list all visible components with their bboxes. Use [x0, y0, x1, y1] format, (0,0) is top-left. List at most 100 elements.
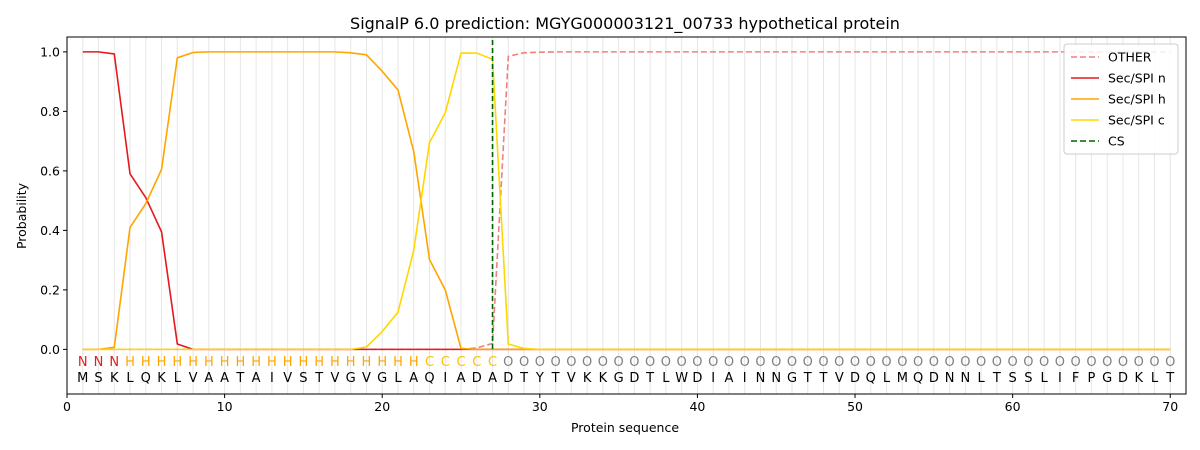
x-tick-label: 40 — [689, 399, 705, 414]
residue-letter: Y — [535, 371, 544, 386]
legend-label: Sec/SPI n — [1108, 71, 1166, 86]
residue-letter: I — [1058, 371, 1062, 386]
y-tick-label: 0.4 — [40, 223, 60, 238]
region-label: H — [235, 355, 245, 370]
region-label: H — [377, 355, 387, 370]
residue-letter: M — [77, 371, 88, 386]
region-label: H — [220, 355, 230, 370]
chart-title: SignalP 6.0 prediction: MGYG000003121_00… — [350, 14, 900, 34]
residue-letter: L — [977, 371, 985, 386]
residue-letter: N — [960, 371, 970, 386]
residue-letter: K — [157, 371, 166, 386]
region-label: H — [362, 355, 372, 370]
x-axis-label: Protein sequence — [571, 420, 679, 435]
region-label: H — [141, 355, 151, 370]
residue-letter: Q — [141, 371, 151, 386]
residue-letter: K — [1134, 371, 1143, 386]
residue-letter: D — [1118, 371, 1128, 386]
residue-letter: W — [675, 371, 688, 386]
region-label: O — [614, 355, 624, 370]
region-label: O — [708, 355, 718, 370]
region-label: O — [1055, 355, 1065, 370]
legend-label: CS — [1108, 134, 1125, 149]
legend-label: OTHER — [1108, 50, 1152, 65]
residue-letter: P — [1088, 371, 1096, 386]
y-tick-label: 0.6 — [40, 163, 60, 178]
residue-letter: I — [711, 371, 715, 386]
region-label: H — [172, 355, 182, 370]
residue-letter: F — [1072, 371, 1079, 386]
legend-box — [1063, 43, 1179, 155]
region-label: O — [740, 355, 750, 370]
region-label: O — [503, 355, 513, 370]
y-tick-label: 0.2 — [40, 282, 60, 297]
residue-letter: K — [583, 371, 592, 386]
region-label: N — [94, 355, 104, 370]
residue-letter: I — [443, 371, 447, 386]
region-label: O — [535, 355, 545, 370]
region-label: C — [472, 355, 481, 370]
y-axis-label: Probability — [14, 182, 29, 249]
residue-letter: V — [362, 371, 371, 386]
region-label: O — [550, 355, 560, 370]
residue-letter: L — [1041, 371, 1049, 386]
residue-letter: D — [929, 371, 939, 386]
residue-letter: D — [629, 371, 639, 386]
residue-letter: T — [1165, 371, 1174, 386]
region-label: O — [724, 355, 734, 370]
region-label: C — [488, 355, 497, 370]
region-label: O — [1039, 355, 1049, 370]
residue-letter: T — [551, 371, 560, 386]
region-label: O — [566, 355, 576, 370]
residue-letter: T — [519, 371, 528, 386]
region-label: O — [881, 355, 891, 370]
residue-letter: V — [189, 371, 198, 386]
residue-letter: K — [599, 371, 608, 386]
region-label: O — [519, 355, 529, 370]
residue-letter: K — [110, 371, 119, 386]
residue-letter: I — [270, 371, 274, 386]
residue-letter: Q — [913, 371, 923, 386]
legend-label: Sec/SPI h — [1108, 92, 1166, 107]
series-line-1 — [82, 51, 1171, 351]
region-label: C — [441, 355, 450, 370]
region-label: H — [346, 355, 356, 370]
residue-letter: D — [850, 371, 860, 386]
residue-letter: T — [803, 371, 812, 386]
residue-letter: T — [235, 371, 244, 386]
region-label: O — [1071, 355, 1081, 370]
plot-frame — [66, 36, 1187, 395]
x-tick-label: 60 — [1005, 399, 1021, 414]
residue-letter: A — [409, 371, 418, 386]
residue-letter: Q — [866, 371, 876, 386]
residue-letter: L — [394, 371, 402, 386]
region-label: C — [425, 355, 434, 370]
residue-letter: D — [472, 371, 482, 386]
region-label: O — [692, 355, 702, 370]
region-label: O — [866, 355, 876, 370]
x-tick-label: 0 — [63, 399, 71, 414]
y-tick-label: 1.0 — [40, 44, 60, 59]
region-label: H — [283, 355, 293, 370]
region-label: H — [204, 355, 214, 370]
region-label: O — [1134, 355, 1144, 370]
residue-letter: S — [1009, 371, 1017, 386]
region-label: O — [787, 355, 797, 370]
region-label: H — [393, 355, 403, 370]
region-label: O — [645, 355, 655, 370]
residue-letter: D — [503, 371, 513, 386]
region-label: O — [992, 355, 1002, 370]
x-tick-label: 10 — [217, 399, 233, 414]
region-label: H — [409, 355, 419, 370]
series-line-0 — [82, 51, 1171, 351]
residue-letter: L — [662, 371, 670, 386]
x-tick-label: 30 — [532, 399, 548, 414]
residue-letter: S — [299, 371, 307, 386]
region-label: O — [582, 355, 592, 370]
residue-letter: S — [94, 371, 102, 386]
residue-letter: T — [992, 371, 1001, 386]
residue-letter: L — [174, 371, 182, 386]
region-label: O — [818, 355, 828, 370]
series-line-3 — [82, 52, 1171, 351]
